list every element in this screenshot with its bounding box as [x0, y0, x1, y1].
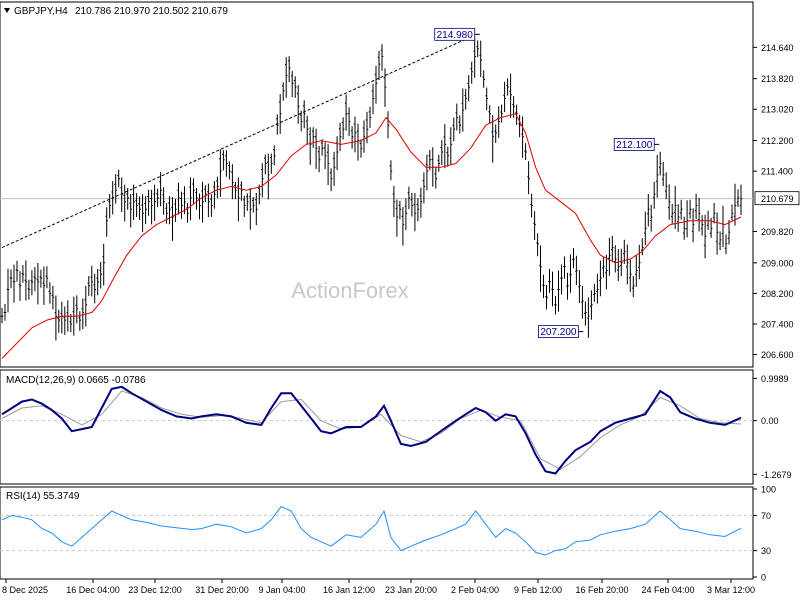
moving-average	[1, 113, 742, 359]
rsi-panel-frame	[0, 486, 754, 580]
price-tick-label-4: 211.400	[761, 167, 793, 177]
x-tick-label-11: 3 Mar 12:00	[707, 585, 755, 595]
price-tick-label-7: 208.200	[761, 289, 794, 299]
symbol-label: GBPJPY,H4	[14, 6, 68, 17]
annotation-label-1: 212.100	[616, 140, 653, 151]
rsi-tick-label-3: 0	[761, 573, 766, 583]
triangle-down-icon	[4, 8, 10, 13]
rsi-tick-label-0: 100	[761, 485, 776, 495]
price-ohlc-bars	[0, 37, 743, 341]
rsi-title: RSI(14) 55.3749	[6, 491, 80, 502]
x-tick-label-9: 16 Feb 20:00	[575, 585, 628, 595]
rsi-panel[interactable]: 100 70 30 0 RSI(14) 55.3749	[0, 485, 776, 583]
price-tick-label-9: 206.600	[761, 350, 794, 360]
price-tick-label-3: 212.200	[761, 136, 794, 146]
x-tick-label-5: 16 Jan 12:00	[323, 585, 375, 595]
annotation-label-0: 214.980	[437, 30, 474, 41]
price-tick-label-0: 214.640	[761, 43, 794, 53]
price-tick-label-8: 207.400	[761, 319, 794, 329]
macd-panel-frame	[0, 369, 754, 485]
macd-panel[interactable]: 0.9989 0.00 -1.2679 MACD(12,26,9) 0.0665 -…	[0, 369, 792, 485]
macd-title: MACD(12,26,9) 0.0665 -0.0786	[6, 375, 146, 386]
current-price-box	[754, 191, 800, 206]
macd-tick-label-2: -1.2679	[761, 470, 792, 480]
x-tick-label-6: 23 Jan 20:00	[385, 585, 437, 595]
ohlc-values: 210.786 210.970 210.502 210.679	[75, 6, 228, 17]
x-tick-label-8: 9 Feb 12:00	[514, 585, 562, 595]
price-annotations: 214.980 212.100 207.200	[434, 27, 660, 339]
x-axis: 8 Dec 2025 16 Dec 04:00 23 Dec 12:00 31 Dec…	[2, 579, 755, 595]
moving-average-line	[1, 113, 742, 359]
price-header: GBPJPY,H4 210.786 210.970 210.502 210.67…	[4, 6, 228, 17]
macd-tick-label-0: 0.9989	[761, 374, 789, 384]
watermark: ActionForex	[291, 278, 408, 303]
price-tick-label-2: 213.020	[761, 105, 794, 115]
annotation-box-0	[434, 27, 476, 41]
macd-lines	[1, 385, 742, 475]
rsi-axis: 100 70 30 0	[753, 485, 776, 583]
price-tick-label-5: 209.820	[761, 227, 794, 237]
macd-main-line	[1, 385, 742, 475]
rsi-tick-label-2: 30	[761, 546, 771, 556]
x-tick-label-7: 2 Feb 04:00	[451, 585, 499, 595]
annotation-box-2	[538, 325, 579, 339]
price-axis: 214.640 213.820 213.020 212.200 211.400 209.8…	[753, 43, 800, 360]
x-tick-label-0: 8 Dec 2025	[2, 585, 48, 595]
x-tick-label-2: 23 Dec 12:00	[128, 585, 182, 595]
price-tick-label-1: 213.820	[761, 74, 794, 84]
price-panel[interactable]: ActionForex 214.980 212.100 207.200 214.64…	[0, 1, 800, 368]
macd-axis: 0.9989 0.00 -1.2679	[753, 374, 792, 480]
annotation-label-2: 207.200	[540, 327, 577, 338]
trendline	[1, 33, 477, 249]
annotation-box-1	[613, 137, 655, 151]
macd-tick-label-1: 0.00	[761, 416, 779, 426]
trendline-line	[1, 33, 477, 249]
x-tick-label-10: 24 Feb 04:00	[641, 585, 694, 595]
rsi-line	[1, 505, 742, 556]
x-tick-label-4: 9 Jan 04:00	[258, 585, 305, 595]
price-bars	[0, 37, 743, 341]
x-tick-label-1: 16 Dec 04:00	[66, 585, 120, 595]
price-panel-frame	[0, 1, 754, 368]
price-tick-label-6: 209.000	[761, 258, 794, 268]
x-tick-label-3: 31 Dec 20:00	[195, 585, 249, 595]
current-price-label: 210.679	[761, 194, 794, 204]
rsi-tick-label-1: 70	[761, 511, 771, 521]
rsi-lines	[1, 505, 742, 556]
